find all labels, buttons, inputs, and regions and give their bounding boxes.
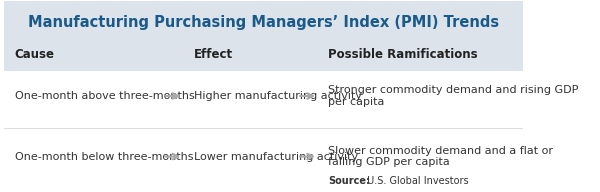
Text: Stronger commodity demand and rising GDP
per capita: Stronger commodity demand and rising GDP… — [328, 85, 578, 107]
FancyBboxPatch shape — [4, 37, 523, 71]
Text: Effect: Effect — [194, 48, 233, 61]
Text: Slower commodity demand and a flat or
falling GDP per capita: Slower commodity demand and a flat or fa… — [328, 146, 553, 167]
Text: Cause: Cause — [15, 48, 55, 61]
Text: One-month below three-months: One-month below three-months — [15, 151, 193, 161]
Text: Possible Ramifications: Possible Ramifications — [328, 48, 478, 61]
FancyBboxPatch shape — [4, 1, 523, 43]
Text: U.S. Global Investors: U.S. Global Investors — [364, 176, 468, 186]
Text: One-month above three-months: One-month above three-months — [15, 91, 194, 101]
Text: Manufacturing Purchasing Managers’ Index (PMI) Trends: Manufacturing Purchasing Managers’ Index… — [28, 15, 499, 30]
Text: Source:: Source: — [328, 176, 370, 186]
Text: Higher manufacturing activity: Higher manufacturing activity — [194, 91, 362, 101]
Text: Lower manufacturing activity: Lower manufacturing activity — [194, 151, 358, 161]
